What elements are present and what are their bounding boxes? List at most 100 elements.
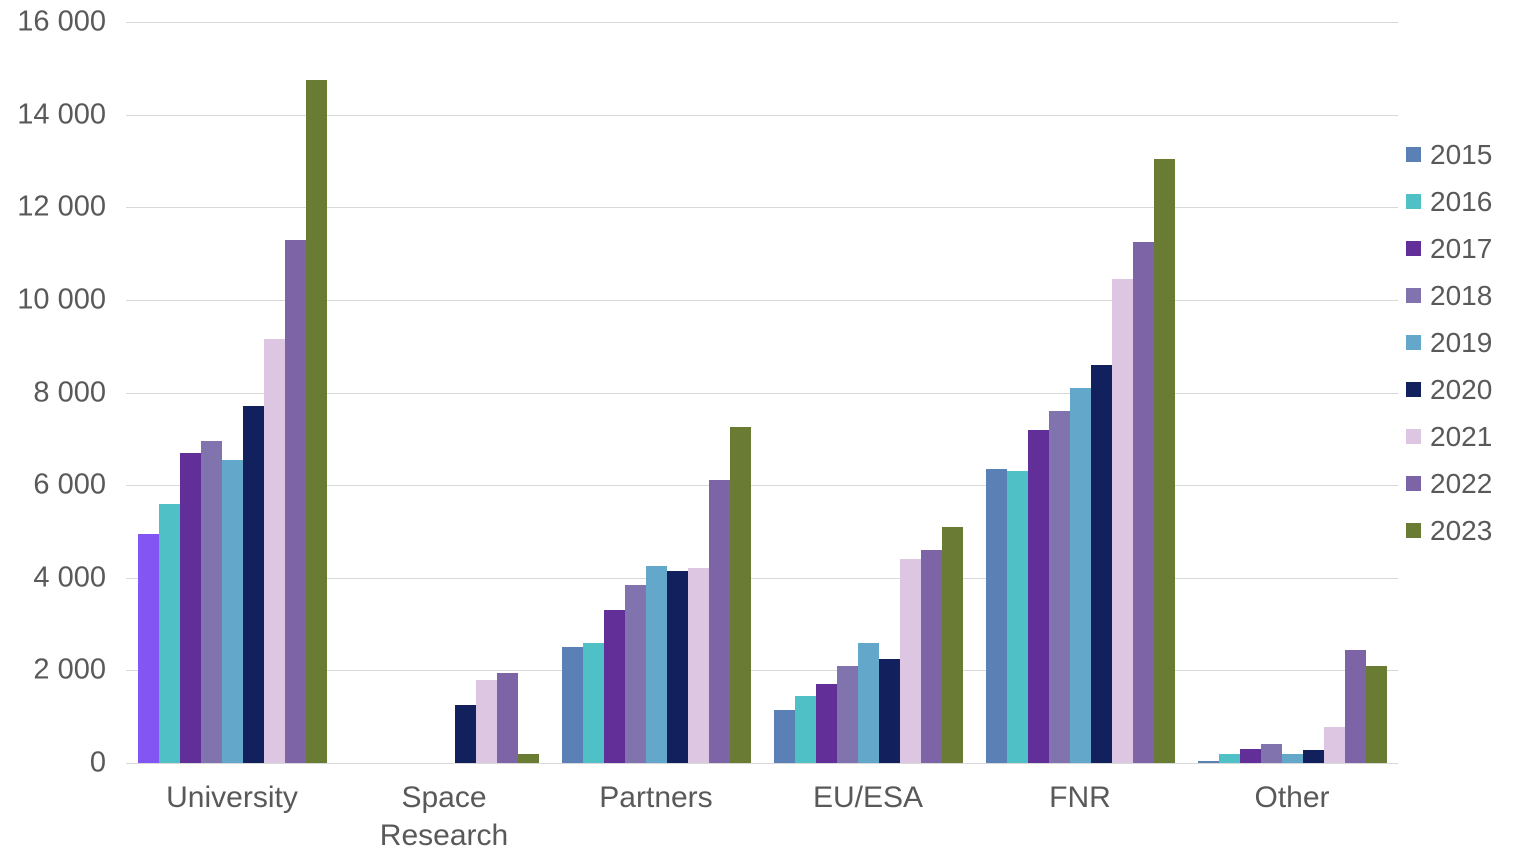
legend-item-2022[interactable]: 2022 <box>1406 460 1492 507</box>
legend-item-2023[interactable]: 2023 <box>1406 507 1492 554</box>
y-tick-label: 14 000 <box>17 98 106 131</box>
bar-EU-ESA-2018[interactable] <box>836 665 858 763</box>
bar-Space-Research-2021[interactable] <box>475 679 497 763</box>
legend-item-2019[interactable]: 2019 <box>1406 319 1492 366</box>
legend-item-2017[interactable]: 2017 <box>1406 225 1492 272</box>
bar-Partners-2018[interactable] <box>624 584 646 763</box>
y-tick-label: 4 000 <box>33 561 106 594</box>
bar-EU-ESA-2016[interactable] <box>794 695 816 763</box>
category-label-Space-Research: Space Research <box>379 781 509 852</box>
y-tick-label: 16 000 <box>17 5 106 38</box>
bar-Other-2019[interactable] <box>1281 753 1303 763</box>
legend: 2015 2016 2017 2018 2019 2020 2021 2022 2023 <box>1406 131 1492 554</box>
gridline-2000 <box>126 670 1398 672</box>
bar-EU-ESA-2015[interactable] <box>773 709 795 763</box>
bar-Partners-2017[interactable] <box>603 610 625 763</box>
bar-Partners-2016[interactable] <box>582 642 604 763</box>
category-label-EU-ESA: EU/ESA <box>812 781 924 814</box>
bar-University-2015[interactable] <box>137 533 159 763</box>
gridline-4000 <box>126 577 1398 579</box>
legend-swatch-icon <box>1406 429 1421 444</box>
legend-swatch-icon <box>1406 523 1421 538</box>
y-tick-label: 0 <box>89 746 106 779</box>
legend-swatch-icon <box>1406 147 1421 162</box>
bar-FNR-2018[interactable] <box>1048 411 1070 763</box>
bar-FNR-2022[interactable] <box>1132 241 1154 763</box>
bar-EU-ESA-2019[interactable] <box>857 642 879 763</box>
category-label-University: University <box>166 781 298 814</box>
bar-University-2021[interactable] <box>263 339 285 763</box>
legend-label: 2021 <box>1430 420 1493 452</box>
y-tick-label: 2 000 <box>33 653 106 686</box>
legend-label: 2016 <box>1430 185 1493 217</box>
category-label-Other: Other <box>1254 781 1330 814</box>
gridline-6000 <box>126 485 1398 487</box>
bar-FNR-2016[interactable] <box>1006 471 1028 763</box>
bar-Partners-2021[interactable] <box>687 568 709 763</box>
legend-swatch-icon <box>1406 382 1421 397</box>
bar-Other-2018[interactable] <box>1260 744 1282 763</box>
legend-swatch-icon <box>1406 335 1421 350</box>
bar-Space-Research-2023[interactable] <box>517 753 539 763</box>
bar-EU-ESA-2022[interactable] <box>920 549 942 763</box>
legend-label: 2019 <box>1430 326 1493 358</box>
legend-label: 2023 <box>1430 514 1493 546</box>
bar-EU-ESA-2021[interactable] <box>899 559 921 763</box>
category-label-Partners: Partners <box>599 781 713 814</box>
bar-Partners-2019[interactable] <box>645 566 667 763</box>
y-tick-label: 12 000 <box>17 190 106 223</box>
bar-FNR-2020[interactable] <box>1090 364 1112 763</box>
bar-FNR-2023[interactable] <box>1153 158 1175 763</box>
legend-swatch-icon <box>1406 241 1421 256</box>
legend-label: 2017 <box>1430 232 1493 264</box>
bar-Space-Research-2022[interactable] <box>496 672 518 763</box>
bar-Other-2016[interactable] <box>1218 754 1240 763</box>
legend-label: 2015 <box>1430 138 1493 170</box>
legend-item-2020[interactable]: 2020 <box>1406 366 1492 413</box>
legend-swatch-icon <box>1406 476 1421 491</box>
bar-Other-2021[interactable] <box>1323 726 1345 763</box>
bar-Partners-2023[interactable] <box>729 427 751 763</box>
bar-University-2017[interactable] <box>179 452 201 763</box>
bar-FNR-2019[interactable] <box>1069 387 1091 763</box>
y-tick-label: 10 000 <box>17 283 106 316</box>
gridline-12000 <box>126 207 1398 209</box>
y-tick-label: 8 000 <box>33 376 106 408</box>
bar-FNR-2021[interactable] <box>1111 279 1133 763</box>
bar-FNR-2017[interactable] <box>1027 429 1049 763</box>
legend-item-2018[interactable]: 2018 <box>1406 272 1492 319</box>
y-tick-label: 6 000 <box>33 468 106 501</box>
bar-Other-2022[interactable] <box>1344 649 1366 763</box>
legend-item-2016[interactable]: 2016 <box>1406 178 1492 225</box>
legend-item-2015[interactable]: 2015 <box>1406 131 1492 178</box>
bar-University-2019[interactable] <box>221 459 243 763</box>
bar-EU-ESA-2023[interactable] <box>941 526 963 763</box>
bar-University-2022[interactable] <box>284 239 306 763</box>
legend-swatch-icon <box>1406 288 1421 303</box>
gridline-14000 <box>126 114 1398 116</box>
gridline-10000 <box>126 299 1398 301</box>
bar-Other-2020[interactable] <box>1302 750 1324 763</box>
bar-University-2020[interactable] <box>242 406 264 763</box>
legend-swatch-icon <box>1406 194 1421 209</box>
bar-Other-2017[interactable] <box>1239 748 1261 763</box>
bar-University-2018[interactable] <box>200 441 222 763</box>
bar-Space-Research-2020[interactable] <box>454 705 476 763</box>
bar-Partners-2020[interactable] <box>666 570 688 763</box>
bar-EU-ESA-2017[interactable] <box>815 684 837 763</box>
bar-FNR-2015[interactable] <box>985 468 1007 763</box>
bar-Partners-2015[interactable] <box>561 647 583 763</box>
legend-label: 2022 <box>1430 467 1493 499</box>
bar-Other-2015[interactable] <box>1197 760 1219 763</box>
legend-label: 2018 <box>1430 279 1493 311</box>
bar-Partners-2022[interactable] <box>708 480 730 763</box>
legend-item-2021[interactable]: 2021 <box>1406 413 1492 460</box>
bar-Other-2023[interactable] <box>1365 665 1387 763</box>
bar-University-2023[interactable] <box>305 79 327 763</box>
bar-EU-ESA-2020[interactable] <box>878 658 900 763</box>
gridline-0 <box>126 763 1398 764</box>
gridline-8000 <box>126 392 1398 394</box>
bar-University-2016[interactable] <box>158 503 180 763</box>
category-label-FNR: FNR <box>1049 781 1111 814</box>
